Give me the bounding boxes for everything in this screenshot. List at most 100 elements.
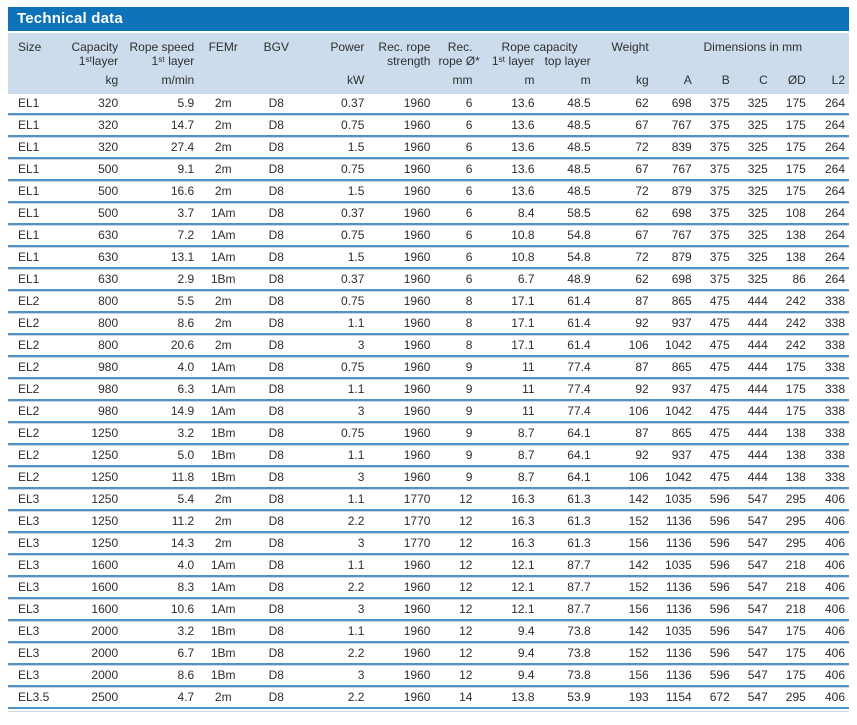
table-row: EL2 800 20.6 2m D8 3 1960 8 17.1 61.4 106 1042 475 44… [8, 335, 849, 357]
cell-dim_l2: 406 [810, 599, 849, 621]
col-subheader-capacity: 1ˢᵗlayer [68, 54, 127, 69]
col-subheader-power [308, 54, 373, 69]
cell-bgv: D8 [252, 159, 309, 181]
cell-rope_dia: 12 [438, 621, 481, 643]
cell-bgv: D8 [252, 621, 309, 643]
cell-power: 2.2 [308, 687, 373, 709]
cell-bgv: D8 [252, 533, 309, 555]
cell-rope_strength: 1960 [372, 379, 439, 401]
cell-rope_strength: 1960 [372, 94, 439, 115]
cell-power: 1.5 [308, 137, 373, 159]
cell-capacity: 980 [68, 401, 127, 423]
cell-bgv: D8 [252, 643, 309, 665]
cell-cap_top_layer: 87.7 [542, 577, 599, 599]
cell-dim_od: 175 [772, 115, 811, 137]
cell-size: EL1 [8, 225, 69, 247]
cell-cap_top_layer: 54.8 [542, 247, 599, 269]
cell-weight: 72 [598, 247, 657, 269]
cell-dim_l2: 406 [810, 687, 849, 709]
cell-cap_top_layer: 77.4 [542, 379, 599, 401]
cell-dim_l2: 406 [810, 489, 849, 511]
cell-dim_od: 138 [772, 467, 811, 489]
cell-dim_c: 547 [734, 621, 773, 643]
cell-dim_l2: 338 [810, 445, 849, 467]
cell-rope_dia: 12 [438, 511, 481, 533]
col-header-power: Power [308, 33, 373, 54]
cell-power: 0.75 [308, 159, 373, 181]
cell-dim_a: 698 [656, 269, 697, 291]
cell-power: 3 [308, 599, 373, 621]
cell-femr: 2m [202, 335, 253, 357]
cell-dim_c: 325 [734, 94, 773, 115]
cell-power: 2.2 [308, 511, 373, 533]
cell-cap_top_layer: 61.4 [542, 335, 599, 357]
page-title: Technical data [17, 10, 123, 27]
cell-femr: 1Am [202, 577, 253, 599]
cell-dim_l2: 406 [810, 511, 849, 533]
cell-dim_od: 175 [772, 379, 811, 401]
cell-size: EL3 [8, 643, 69, 665]
cell-rope_strength: 1960 [372, 357, 439, 379]
cell-size: EL3 [8, 665, 69, 687]
cell-bgv: D8 [252, 247, 309, 269]
cell-rope_speed: 8.6 [126, 665, 203, 687]
cell-weight: 62 [598, 94, 657, 115]
technical-data-table: Size Capacity Rope speed FEMr BGV Power … [8, 33, 849, 709]
unit-femr [202, 69, 253, 94]
cell-rope_dia: 12 [438, 533, 481, 555]
cell-weight: 67 [598, 225, 657, 247]
cell-femr: 2m [202, 94, 253, 115]
cell-rope_dia: 9 [438, 357, 481, 379]
cell-weight: 193 [598, 687, 657, 709]
col-subheader-rope-speed: 1ˢᵗ layer [126, 54, 203, 69]
cell-rope_dia: 12 [438, 555, 481, 577]
cell-power: 2.2 [308, 643, 373, 665]
unit-size [8, 69, 69, 94]
table-row: EL1 500 16.6 2m D8 1.5 1960 6 13.6 48.5 72 879 375 32… [8, 181, 849, 203]
cell-rope_speed: 6.3 [126, 379, 203, 401]
cell-dim_od: 175 [772, 181, 811, 203]
cell-weight: 67 [598, 159, 657, 181]
cell-weight: 62 [598, 203, 657, 225]
cell-rope_speed: 6.7 [126, 643, 203, 665]
cell-cap_top_layer: 58.5 [542, 203, 599, 225]
cell-femr: 1Bm [202, 643, 253, 665]
cell-power: 1.1 [308, 621, 373, 643]
cell-dim_a: 865 [656, 291, 697, 313]
cell-bgv: D8 [252, 94, 309, 115]
col-subheader-cap-top-layer: top layer [542, 54, 599, 69]
unit-dim-od: ØD [772, 69, 811, 94]
cell-femr: 1Bm [202, 423, 253, 445]
col-header-rope-dia: Rec. [438, 33, 481, 54]
cell-femr: 2m [202, 291, 253, 313]
cell-rope_speed: 10.6 [126, 599, 203, 621]
cell-dim_c: 444 [734, 313, 773, 335]
cell-rope_strength: 1960 [372, 599, 439, 621]
cell-rope_strength: 1960 [372, 115, 439, 137]
cell-bgv: D8 [252, 291, 309, 313]
cell-dim_a: 1136 [656, 577, 697, 599]
cell-dim_l2: 264 [810, 137, 849, 159]
cell-dim_c: 325 [734, 181, 773, 203]
cell-cap_1st_layer: 9.4 [480, 621, 543, 643]
cell-cap_1st_layer: 12.1 [480, 599, 543, 621]
cell-bgv: D8 [252, 401, 309, 423]
cell-dim_l2: 264 [810, 247, 849, 269]
cell-rope_speed: 8.6 [126, 313, 203, 335]
unit-dim-c: C [734, 69, 773, 94]
cell-dim_od: 175 [772, 643, 811, 665]
cell-dim_a: 1035 [656, 555, 697, 577]
cell-dim_a: 879 [656, 247, 697, 269]
cell-rope_strength: 1960 [372, 247, 439, 269]
cell-dim_od: 218 [772, 599, 811, 621]
cell-capacity: 1600 [68, 555, 127, 577]
cell-capacity: 800 [68, 313, 127, 335]
cell-femr: 2m [202, 137, 253, 159]
cell-dim_c: 547 [734, 511, 773, 533]
cell-weight: 87 [598, 423, 657, 445]
cell-bgv: D8 [252, 555, 309, 577]
col-subheader-weight [598, 54, 657, 69]
cell-femr: 1Am [202, 599, 253, 621]
cell-rope_speed: 3.2 [126, 423, 203, 445]
cell-dim_b: 375 [696, 94, 735, 115]
